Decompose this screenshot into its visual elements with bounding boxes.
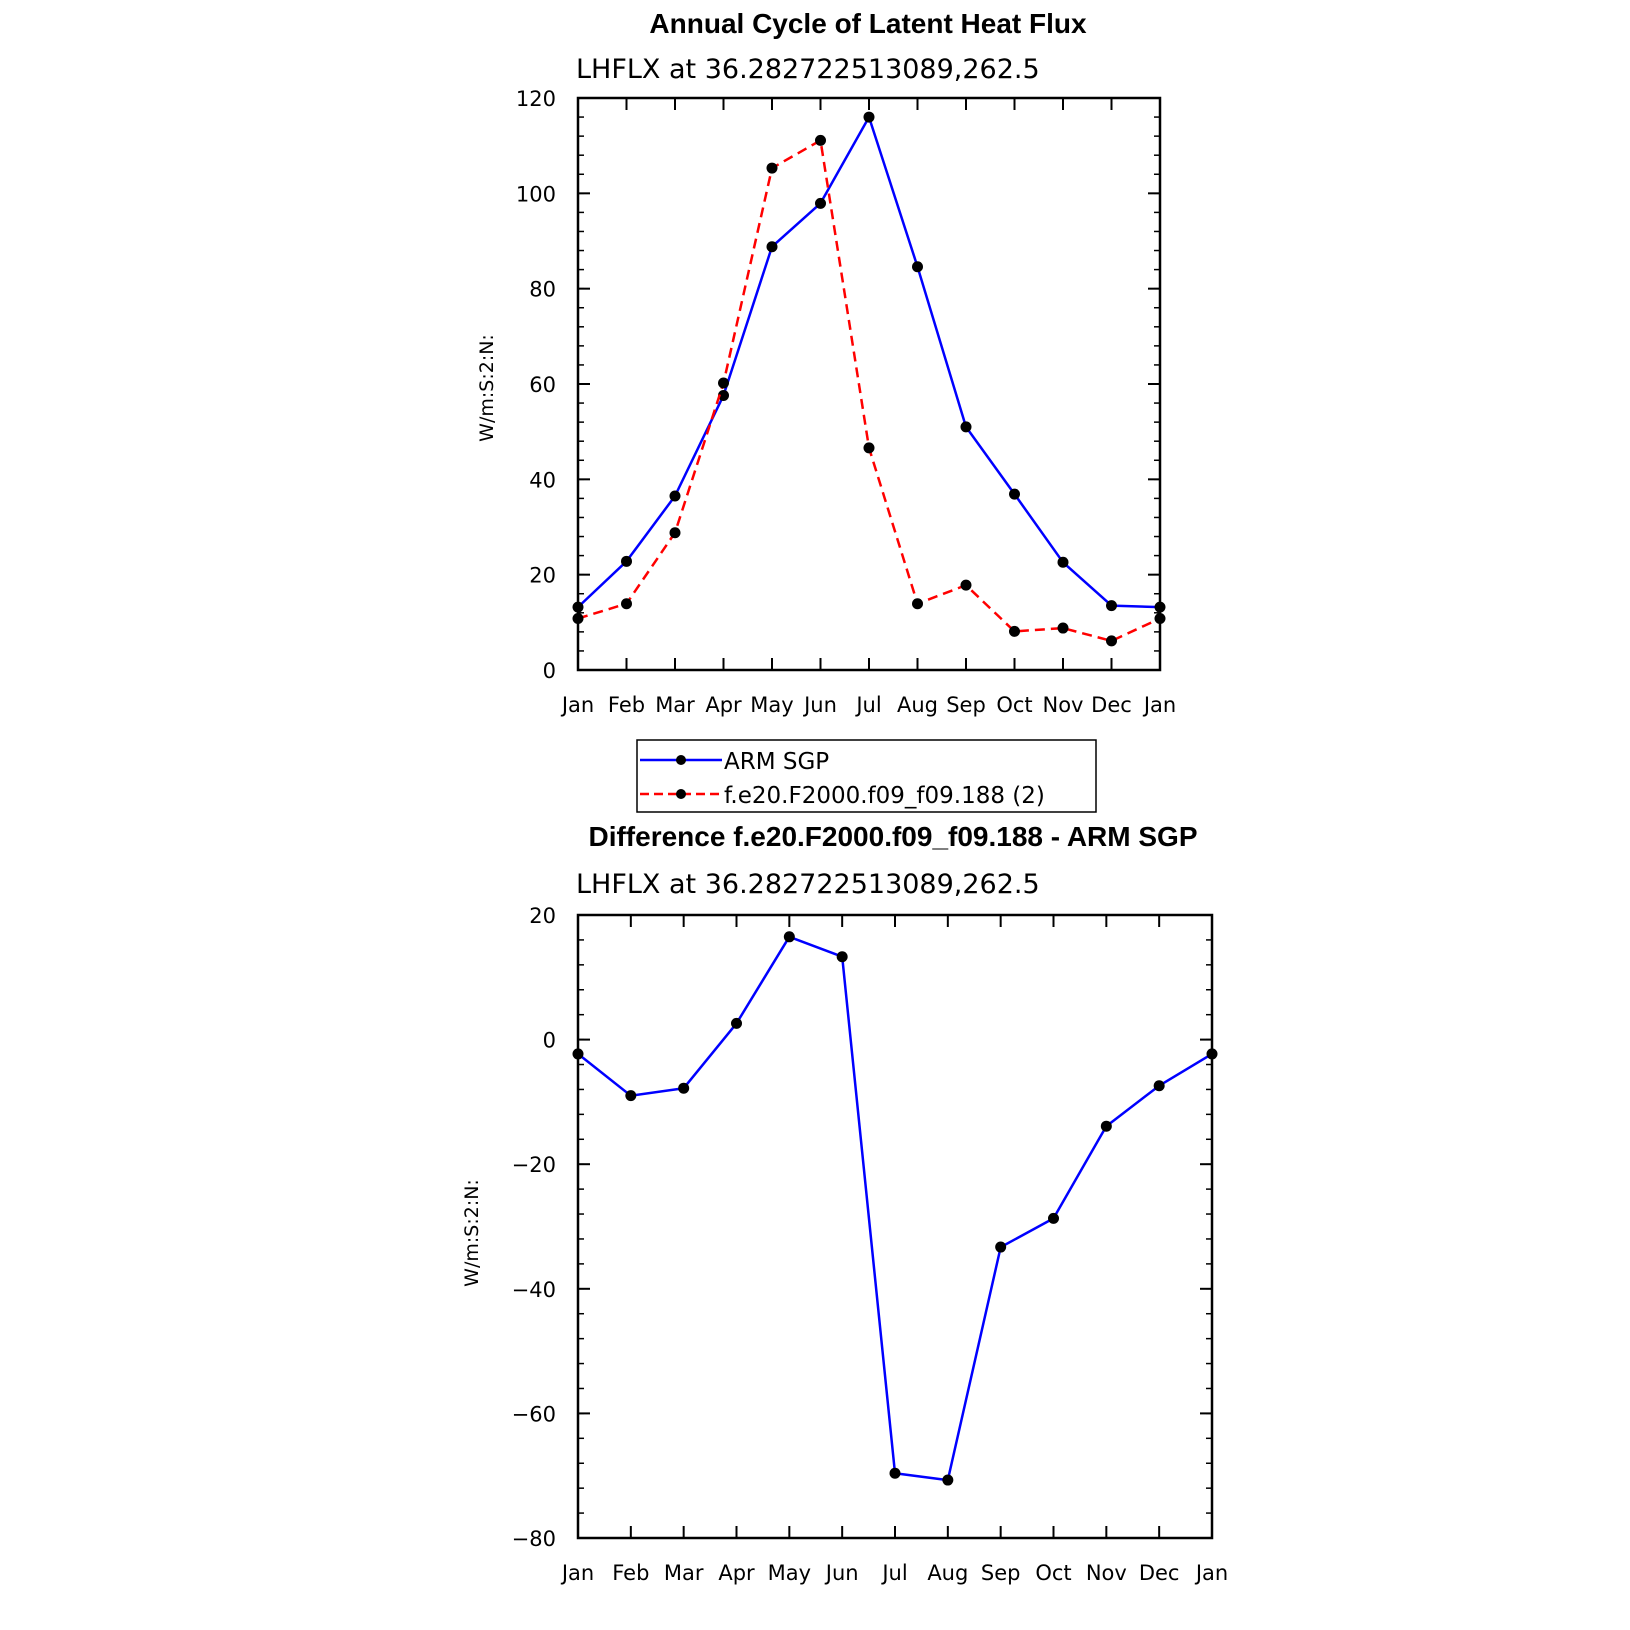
data-point <box>995 1241 1007 1253</box>
data-point <box>1154 601 1166 613</box>
data-point <box>912 598 923 610</box>
y-tick-label: 40 <box>529 468 556 492</box>
data-point <box>960 421 972 433</box>
data-point <box>1057 622 1069 634</box>
legend-marker-arm-sgp <box>676 755 686 765</box>
x-tick-label: Jul <box>880 1561 907 1585</box>
data-point <box>669 527 681 539</box>
y-tick-label: −40 <box>512 1278 556 1302</box>
legend-marker-model <box>676 789 686 799</box>
data-point <box>1100 1120 1112 1132</box>
data-point <box>815 197 826 209</box>
data-point <box>669 490 681 502</box>
x-tick-label: Sep <box>981 1561 1021 1585</box>
data-point <box>815 134 826 146</box>
y-tick-label: 20 <box>529 904 556 928</box>
data-point <box>572 613 584 625</box>
data-point <box>1206 1048 1218 1060</box>
x-tick-label: Apr <box>705 693 742 717</box>
legend-box <box>636 739 1097 813</box>
series-line <box>577 115 1161 609</box>
data-point <box>678 1082 690 1094</box>
data-point <box>1106 600 1117 612</box>
chart-title: Annual Cycle of Latent Heat Flux <box>649 8 1087 39</box>
plot-frame <box>576 96 1162 672</box>
x-tick-label: Jun <box>802 693 837 717</box>
chart-annual-cycle: Annual Cycle of Latent Heat Flux LHFLX a… <box>476 8 1176 717</box>
y-axis-label: W/m:S:2:N: <box>461 1179 483 1287</box>
chart-subtitle: LHFLX at 36.282722513089,262.5 <box>576 869 1040 900</box>
data-point <box>1009 625 1020 637</box>
y-axis-label: W/m:S:2:N: <box>476 334 498 442</box>
y-tick-label: 0 <box>543 659 556 683</box>
data-point <box>766 162 778 174</box>
x-tick-label: Mar <box>664 1561 704 1585</box>
x-tick-label: Jan <box>560 1561 594 1585</box>
x-tick-label: Jul <box>854 693 881 717</box>
x-tick-label: Nov <box>1043 693 1084 717</box>
x-tick-label: Aug <box>927 1561 968 1585</box>
x-tick-label: Sep <box>946 693 986 717</box>
chart-title: Difference f.e20.F2000.f09_f09.188 - ARM… <box>588 821 1197 852</box>
y-tick-label: 100 <box>516 182 556 206</box>
data-point <box>889 1467 901 1479</box>
data-point <box>718 377 729 389</box>
x-tick-label: Oct <box>1035 1561 1071 1585</box>
y-tick-label: 60 <box>529 373 556 397</box>
x-tick-label: May <box>768 1561 811 1585</box>
data-point <box>718 389 729 401</box>
data-point <box>625 1090 637 1102</box>
y-tick-label: −60 <box>512 1402 556 1426</box>
data-point <box>731 1017 742 1029</box>
series-line <box>577 139 1161 643</box>
x-tick-label: Nov <box>1086 1561 1127 1585</box>
x-tick-label: Feb <box>612 1561 649 1585</box>
x-tick-label: Oct <box>996 693 1032 717</box>
data-point <box>766 241 778 253</box>
data-point <box>960 579 972 591</box>
data-point <box>1009 488 1020 500</box>
y-tick-label: −20 <box>512 1153 556 1177</box>
data-point <box>942 1474 954 1486</box>
x-tick-label: Jan <box>1142 693 1176 717</box>
data-point <box>1057 556 1069 568</box>
x-tick-label: Dec <box>1139 1561 1180 1585</box>
data-point <box>1154 613 1166 625</box>
x-tick-label: Jan <box>560 693 594 717</box>
plot-frame <box>576 913 1214 1540</box>
chart-subtitle: LHFLX at 36.282722513089,262.5 <box>576 54 1040 85</box>
data-point <box>572 601 584 613</box>
data-point <box>1153 1080 1165 1092</box>
data-point <box>621 598 632 610</box>
x-tick-label: Jun <box>824 1561 859 1585</box>
data-point <box>783 931 795 943</box>
data-point <box>1106 635 1117 647</box>
x-tick-label: May <box>750 693 793 717</box>
x-tick-label: Apr <box>718 1561 755 1585</box>
data-point <box>836 951 848 963</box>
data-point <box>621 555 632 567</box>
legend-label-model: f.e20.F2000.f09_f09.188 (2) <box>724 783 1045 809</box>
x-tick-label: Dec <box>1091 693 1132 717</box>
data-point <box>863 442 875 454</box>
y-tick-label: 120 <box>516 87 556 111</box>
data-point <box>912 261 923 273</box>
legend: ARM SGP f.e20.F2000.f09_f09.188 (2) <box>636 739 1097 813</box>
x-tick-label: Aug <box>897 693 938 717</box>
data-point <box>1048 1212 1059 1224</box>
x-tick-label: Jan <box>1194 1561 1228 1585</box>
y-tick-label: 0 <box>543 1029 556 1053</box>
y-tick-label: 20 <box>529 564 556 588</box>
legend-label-arm-sgp: ARM SGP <box>724 749 829 775</box>
y-tick-label: 80 <box>529 278 556 302</box>
data-point <box>863 111 875 123</box>
y-tick-label: −80 <box>512 1527 556 1551</box>
data-point <box>572 1048 584 1060</box>
series-line <box>577 935 1213 1482</box>
x-tick-label: Feb <box>608 693 645 717</box>
chart-difference: Difference f.e20.F2000.f09_f09.188 - ARM… <box>461 821 1228 1585</box>
x-tick-label: Mar <box>655 693 695 717</box>
